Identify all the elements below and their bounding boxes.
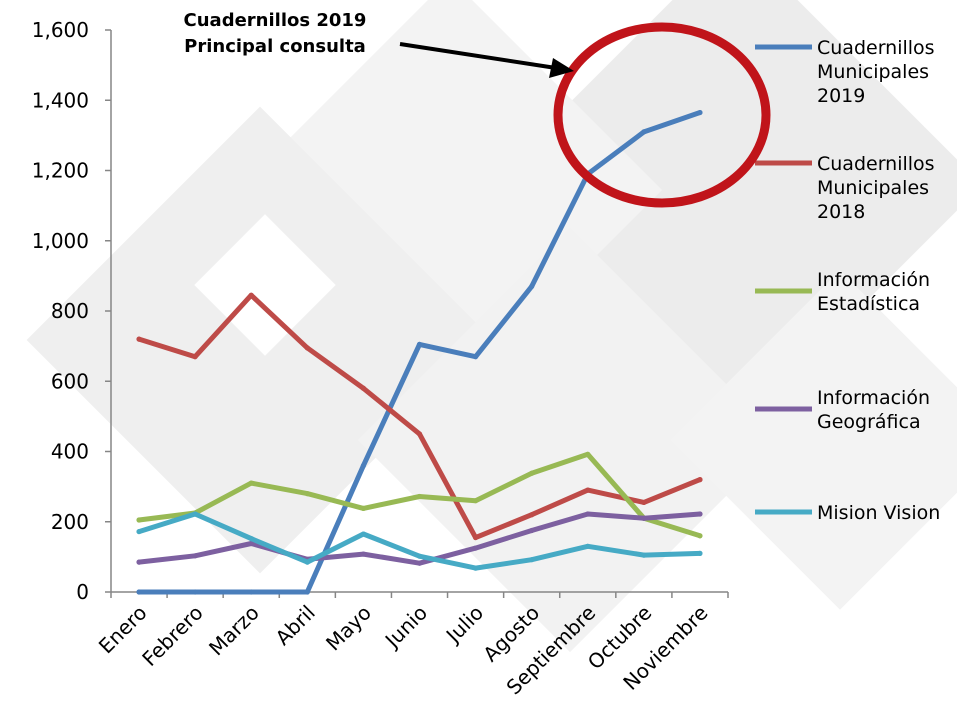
legend-label: Cuadernillos <box>817 153 935 175</box>
data-point <box>136 336 142 342</box>
legend-label: 2018 <box>817 201 865 223</box>
x-tick-label: Junio <box>379 601 432 654</box>
data-point <box>472 545 479 551</box>
data-point <box>360 462 367 469</box>
data-point <box>472 534 479 541</box>
data-point <box>697 533 703 539</box>
data-point <box>248 536 254 542</box>
legend-label: Información <box>817 387 930 409</box>
legend-label: Información <box>817 269 930 291</box>
data-point <box>529 470 535 476</box>
x-tick-label: Mayo <box>321 601 376 656</box>
x-tick-label: Febrero <box>137 601 207 671</box>
legend: CuadernillosMunicipales2019CuadernillosM… <box>755 37 940 524</box>
annotation-text-line-2: Principal consulta <box>184 36 366 57</box>
data-point <box>192 511 198 517</box>
legend-label: Cuadernillos <box>817 37 935 59</box>
data-point <box>472 354 479 360</box>
y-tick-label: 800 <box>51 299 89 323</box>
data-point <box>192 553 198 559</box>
annotation: Cuadernillos 2019 Principal consulta <box>184 10 771 208</box>
legend-label: Mision Vision <box>817 502 940 524</box>
data-point <box>416 553 423 559</box>
annotation-text-line-1: Cuadernillos 2019 <box>184 10 367 31</box>
data-point <box>304 589 310 595</box>
data-point <box>248 589 254 595</box>
data-point <box>360 531 367 537</box>
y-tick-label: 200 <box>51 510 89 534</box>
data-point <box>136 528 142 535</box>
data-point <box>472 565 479 571</box>
data-point <box>416 341 423 347</box>
data-point <box>529 557 535 563</box>
y-tick-label: 400 <box>51 440 89 464</box>
y-tick-label: 1,600 <box>32 18 89 42</box>
data-point <box>585 487 591 493</box>
data-point <box>248 540 254 547</box>
data-point <box>136 559 142 565</box>
data-point <box>136 589 142 595</box>
x-tick-label: Julio <box>440 601 488 649</box>
data-point <box>304 345 310 351</box>
y-tick-label: 0 <box>76 580 89 604</box>
data-point <box>304 491 310 497</box>
legend-label: Municipales <box>817 177 929 199</box>
data-point <box>360 385 367 391</box>
data-point <box>697 511 703 517</box>
data-point <box>529 512 535 518</box>
data-point <box>641 515 647 521</box>
data-point <box>416 431 423 437</box>
data-point <box>192 354 198 360</box>
legend-label: Estadística <box>817 293 920 315</box>
y-tick-label: 1,000 <box>32 229 89 253</box>
legend-label: Municipales <box>817 61 929 83</box>
data-point <box>697 550 703 556</box>
data-point <box>248 480 254 486</box>
data-point <box>360 551 367 557</box>
data-point <box>304 559 310 565</box>
legend-label: 2019 <box>817 85 865 107</box>
data-point <box>248 292 254 298</box>
data-point <box>529 283 535 290</box>
legend-label: Geográfica <box>817 411 921 433</box>
data-point <box>472 498 479 504</box>
data-point <box>136 517 142 523</box>
y-tick-label: 600 <box>51 369 89 393</box>
data-point <box>529 527 535 534</box>
x-tick-label: Marzo <box>204 601 264 661</box>
data-point <box>360 505 367 512</box>
y-tick-label: 1,400 <box>32 88 89 112</box>
data-point <box>641 499 647 506</box>
data-point <box>641 552 647 558</box>
data-point <box>697 477 703 483</box>
data-point <box>585 451 591 457</box>
highlight-circle <box>553 22 771 208</box>
data-point <box>585 511 591 517</box>
x-tick-label: Abril <box>271 601 320 650</box>
data-point <box>697 109 703 116</box>
y-tick-label: 1,200 <box>32 159 89 183</box>
data-point <box>416 493 423 500</box>
annotation-arrow <box>399 42 557 70</box>
data-point <box>192 589 198 595</box>
data-point <box>641 129 647 135</box>
annotation-arrowhead <box>549 58 574 78</box>
data-point <box>416 560 423 566</box>
data-point <box>585 543 591 549</box>
